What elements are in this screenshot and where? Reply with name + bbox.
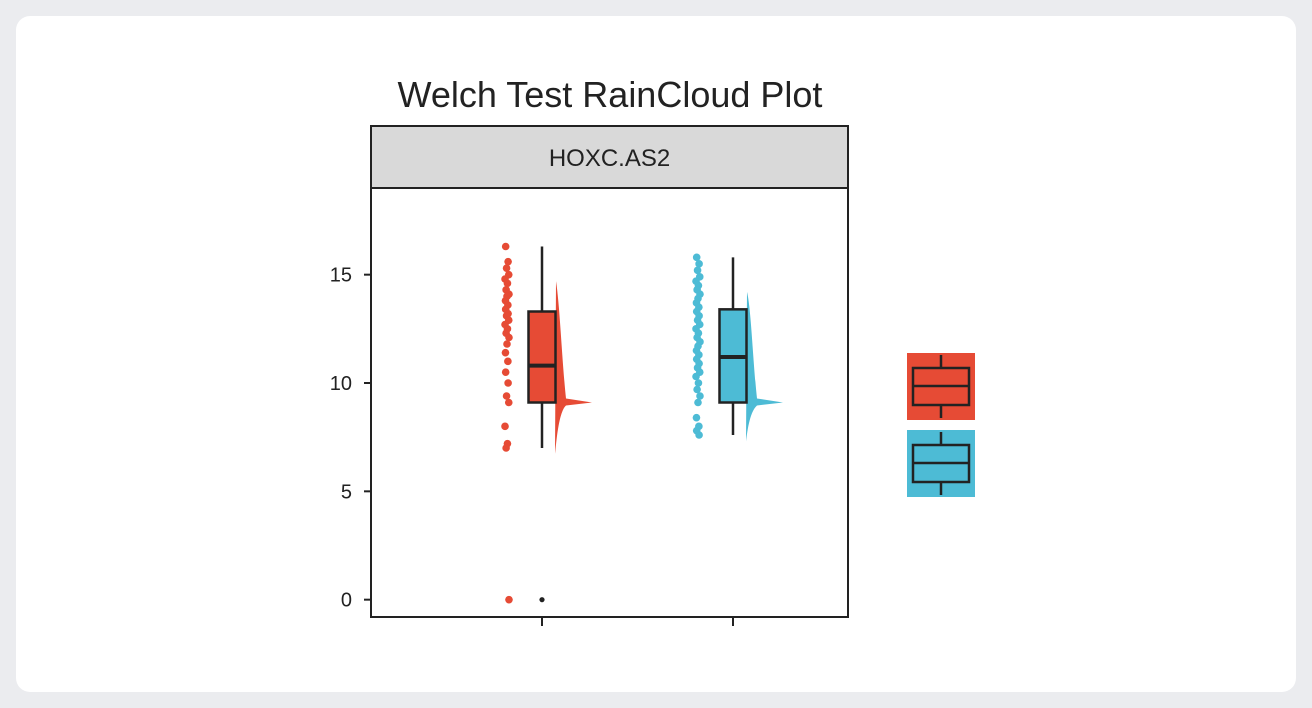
x-axis: [541, 617, 734, 626]
data-point: [693, 385, 701, 394]
y-tick-label: 10: [330, 373, 352, 395]
data-point: [504, 257, 512, 266]
data-point: [505, 333, 513, 342]
group-1: [501, 242, 592, 604]
box: [527, 310, 557, 404]
data-point: [693, 266, 702, 275]
plot-marks: [501, 242, 783, 604]
data-point: [694, 379, 703, 387]
data-point: [696, 392, 704, 400]
data-point: [501, 422, 509, 431]
data-point: [694, 398, 702, 407]
data-point: [504, 398, 513, 407]
data-point: [692, 253, 701, 262]
data-point: [692, 413, 701, 422]
chart-title: Welch Test RainCloud Plot: [398, 74, 823, 115]
density-cloud: [746, 292, 783, 442]
data-point: [504, 357, 512, 366]
data-point: [502, 264, 511, 272]
data-point: [502, 444, 510, 452]
data-point: [503, 340, 511, 348]
y-tick-label: 15: [330, 265, 352, 287]
y-tick-label: 0: [341, 590, 352, 612]
density-cloud: [555, 281, 592, 455]
legend-key-1: [907, 353, 975, 420]
group-2: [692, 253, 783, 442]
data-point: [501, 368, 510, 376]
data-point: [695, 431, 703, 439]
legend: [907, 353, 975, 497]
y-axis: 0 5 10 15: [330, 265, 371, 612]
data-point: [503, 279, 512, 288]
data-point: [504, 379, 512, 387]
data-point: [695, 260, 703, 268]
facet-label: HOXC.AS2: [549, 145, 670, 172]
data-point: [501, 242, 510, 251]
facet-strip: [370, 125, 849, 189]
data-point: [502, 392, 511, 400]
data-point: [505, 595, 513, 604]
data-point: [692, 372, 700, 381]
outlier-point: [539, 597, 545, 603]
y-tick-label: 5: [341, 481, 352, 503]
data-point: [501, 348, 510, 357]
legend-key-2: [907, 430, 975, 497]
